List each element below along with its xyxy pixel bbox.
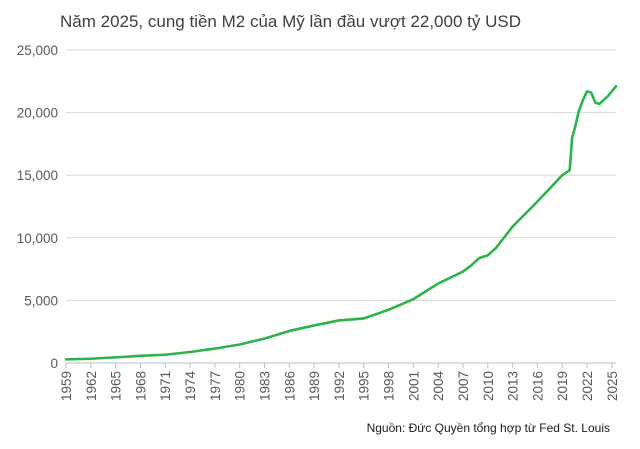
x-tick-label: 2001 — [406, 371, 421, 401]
series-lines — [64, 85, 618, 361]
x-axis-tick-labels: 1959 1962 1965 1968 1971 1974 1977 1980 1983 1986… — [59, 371, 620, 402]
x-tick-label: 1971 — [158, 371, 173, 401]
x-tick-label: 1962 — [84, 371, 99, 401]
y-tick-label: 10,000 — [17, 231, 58, 246]
chart-title: Năm 2025, cung tiền M2 của Mỹ lần đầu vư… — [60, 12, 521, 31]
x-tick-label: 1995 — [357, 371, 372, 401]
x-tick-label: 1989 — [307, 371, 322, 401]
y-tick-label: 5,000 — [24, 293, 58, 308]
x-tick-label: 1992 — [332, 371, 347, 401]
x-tick-label: 2016 — [530, 371, 545, 401]
x-tick-label: 1965 — [109, 371, 124, 401]
x-tick-label: 2019 — [555, 371, 570, 401]
x-tick-label: 1986 — [282, 371, 297, 401]
y-tick-label: 15,000 — [17, 168, 58, 183]
x-tick-label: 1959 — [59, 371, 74, 401]
x-tick-label: 1980 — [233, 371, 248, 401]
x-tick-label: 1968 — [133, 371, 148, 401]
grid-lines — [65, 49, 616, 368]
y-tick-label: 25,000 — [17, 43, 58, 58]
y-tick-label: 20,000 — [17, 106, 58, 121]
x-tick-label: 2010 — [481, 371, 496, 401]
series-line-0 — [64, 85, 618, 361]
x-tick-label: 1974 — [183, 371, 198, 402]
x-tick-label: 2013 — [506, 371, 521, 401]
x-tick-label: 1977 — [208, 371, 223, 401]
x-tick-label: 2022 — [580, 371, 595, 401]
x-tick-label: 2025 — [605, 371, 620, 401]
source-note: Nguồn: Đức Quyền tổng hợp từ Fed St. Lou… — [367, 421, 610, 435]
y-axis-tick-labels: 0 5,000 10,000 15,000 20,000 25,000 — [17, 43, 58, 371]
x-tick-label: 1998 — [382, 371, 397, 401]
x-tick-label: 1983 — [257, 371, 272, 401]
y-tick-label: 0 — [50, 356, 58, 371]
x-tick-label: 2004 — [431, 371, 446, 402]
x-tick-label: 2007 — [456, 371, 471, 401]
